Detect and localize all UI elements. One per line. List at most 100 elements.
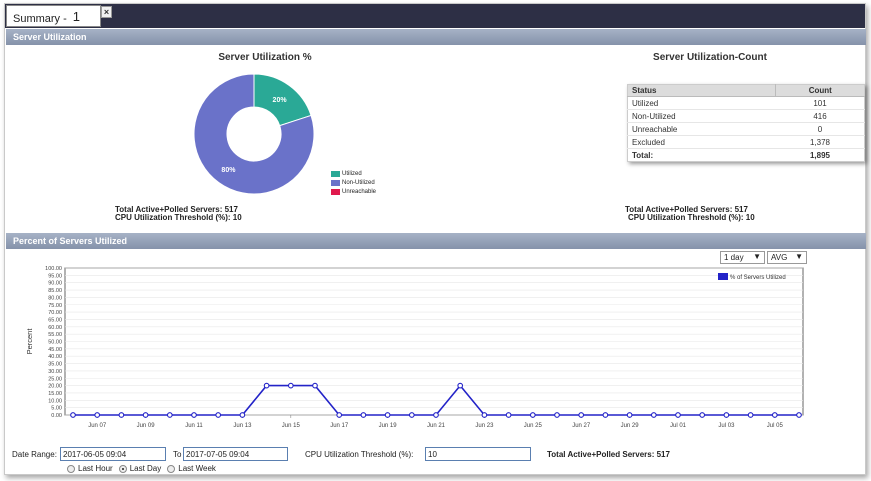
y-tick-label: 20.00 xyxy=(48,384,62,390)
data-point xyxy=(578,412,585,418)
summary-window: Summary - 1 × Server Utilization Server U… xyxy=(4,3,866,475)
y-tick-label: 65.00 xyxy=(48,317,62,323)
radio-label: Last Week xyxy=(178,464,216,473)
tab-close-icon[interactable]: × xyxy=(101,6,112,18)
cell-status: Unreachable xyxy=(627,122,776,136)
data-point xyxy=(118,412,125,418)
y-tick-label: 45.00 xyxy=(48,347,62,353)
y-tick-label: 100.00 xyxy=(45,266,62,272)
radio-last-day[interactable]: Last Day xyxy=(118,464,161,473)
legend-swatch-unreachable xyxy=(331,188,340,195)
chevron-down-icon: ▼ xyxy=(795,252,803,261)
legend-item: Unreachable xyxy=(331,187,376,196)
data-point xyxy=(626,412,633,418)
pie-slice-label: 80% xyxy=(221,167,236,174)
table-row: Utilized 101 xyxy=(627,96,865,110)
cell-total-count: 1,895 xyxy=(775,148,865,162)
legend-label: Unreachable xyxy=(342,188,377,195)
count-threshold: CPU Utilization Threshold (%): 10 xyxy=(628,213,755,222)
cell-status: Utilized xyxy=(627,96,776,110)
radio-last-week[interactable]: Last Week xyxy=(167,464,216,473)
y-tick-label: 60.00 xyxy=(48,325,62,331)
data-point xyxy=(481,412,488,418)
x-tick-label: Jun 07 xyxy=(88,423,107,429)
y-tick-label: 5.00 xyxy=(51,406,62,412)
x-tick-label: Jun 29 xyxy=(621,423,640,429)
cell-total-label: Total: xyxy=(627,148,776,162)
pie-total-servers: Total Active+Polled Servers: 517 xyxy=(115,205,238,214)
cell-status: Non-Utilized xyxy=(627,109,776,123)
tab-summary[interactable]: Summary - 1 xyxy=(6,5,101,27)
cell-count: 0 xyxy=(775,122,865,136)
y-tick-label: 30.00 xyxy=(48,369,62,375)
count-total-servers: Total Active+Polled Servers: 517 xyxy=(625,205,748,214)
x-tick-label: Jun 19 xyxy=(379,423,398,429)
pie-slice xyxy=(193,73,315,195)
data-point xyxy=(360,412,367,418)
data-point xyxy=(723,412,730,418)
x-tick-label: Jul 01 xyxy=(670,423,687,429)
x-tick-label: Jun 15 xyxy=(282,423,301,429)
data-point xyxy=(215,412,222,418)
table-row: Excluded 1,378 xyxy=(627,135,865,149)
y-tick-label: 15.00 xyxy=(48,391,62,397)
cell-count: 101 xyxy=(775,96,865,110)
radio-button[interactable] xyxy=(167,464,176,473)
period-value: 1 day xyxy=(724,253,744,262)
x-tick-label: Jun 21 xyxy=(427,423,446,429)
x-tick-label: Jun 17 xyxy=(330,423,349,429)
radio-last-hour[interactable]: Last Hour xyxy=(67,464,113,473)
tab-bar: Summary - 1 × xyxy=(5,4,865,28)
date-range-label: Date Range: xyxy=(12,450,57,459)
data-point xyxy=(263,382,270,389)
x-tick-label: Jul 03 xyxy=(718,423,735,429)
x-tick-label: Jun 25 xyxy=(524,423,543,429)
y-tick-label: 95.00 xyxy=(48,273,62,279)
count-title: Server Utilization-Count xyxy=(653,52,767,63)
table-row: Unreachable 0 xyxy=(627,122,865,136)
cell-count: 416 xyxy=(775,109,865,123)
legend-swatch-non-utilized xyxy=(331,179,340,186)
x-tick-label: Jul 05 xyxy=(767,423,784,429)
count-table: Status Count Utilized 101 Non-Utilized 416… xyxy=(627,84,865,162)
aggregate-value: AVG xyxy=(771,253,788,262)
date-to-label: To xyxy=(173,450,182,459)
table-total-row: Total: 1,895 xyxy=(627,148,865,162)
pie-slice-label: 20% xyxy=(273,97,288,104)
data-point xyxy=(336,412,343,418)
y-tick-label: 75.00 xyxy=(48,303,62,309)
legend-label: Non-Utilized xyxy=(342,179,375,186)
legend-label: % of Servers Utilized xyxy=(730,275,786,281)
data-point xyxy=(166,412,173,418)
y-tick-label: 50.00 xyxy=(48,340,62,346)
threshold-input[interactable] xyxy=(425,447,531,461)
x-tick-label: Jun 27 xyxy=(572,423,591,429)
data-point xyxy=(699,412,706,418)
pie-threshold: CPU Utilization Threshold (%): 10 xyxy=(115,213,242,222)
radio-button[interactable] xyxy=(118,464,127,473)
x-tick-label: Jun 23 xyxy=(475,423,494,429)
pie-chart: 20% 80% xyxy=(193,73,315,195)
data-point xyxy=(602,412,609,418)
tab-number: 1 xyxy=(72,9,81,24)
data-point xyxy=(142,412,149,418)
legend-swatch xyxy=(718,273,728,280)
data-point xyxy=(384,412,391,418)
aggregate-dropdown[interactable]: AVG ▼ xyxy=(767,251,807,264)
radio-label: Last Hour xyxy=(78,464,113,473)
date-to-input[interactable] xyxy=(183,447,288,461)
period-dropdown[interactable]: 1 day ▼ xyxy=(720,251,765,264)
date-from-input[interactable] xyxy=(60,447,166,461)
bottom-total-servers: Total Active+Polled Servers: 517 xyxy=(547,450,670,459)
table-row: Non-Utilized 416 xyxy=(627,109,865,123)
data-point xyxy=(94,412,101,418)
x-tick-label: Jun 11 xyxy=(185,423,203,429)
chevron-down-icon: ▼ xyxy=(753,252,761,261)
y-tick-label: 10.00 xyxy=(48,398,62,404)
pie-legend: Utilized Non-Utilized Unreachable xyxy=(331,169,376,196)
x-tick-label: Jun 13 xyxy=(233,423,252,429)
radio-button[interactable] xyxy=(67,464,75,473)
y-tick-label: 35.00 xyxy=(48,362,62,368)
legend-swatch-utilized xyxy=(331,170,340,177)
section-header-server-utilization: Server Utilization xyxy=(6,29,866,45)
